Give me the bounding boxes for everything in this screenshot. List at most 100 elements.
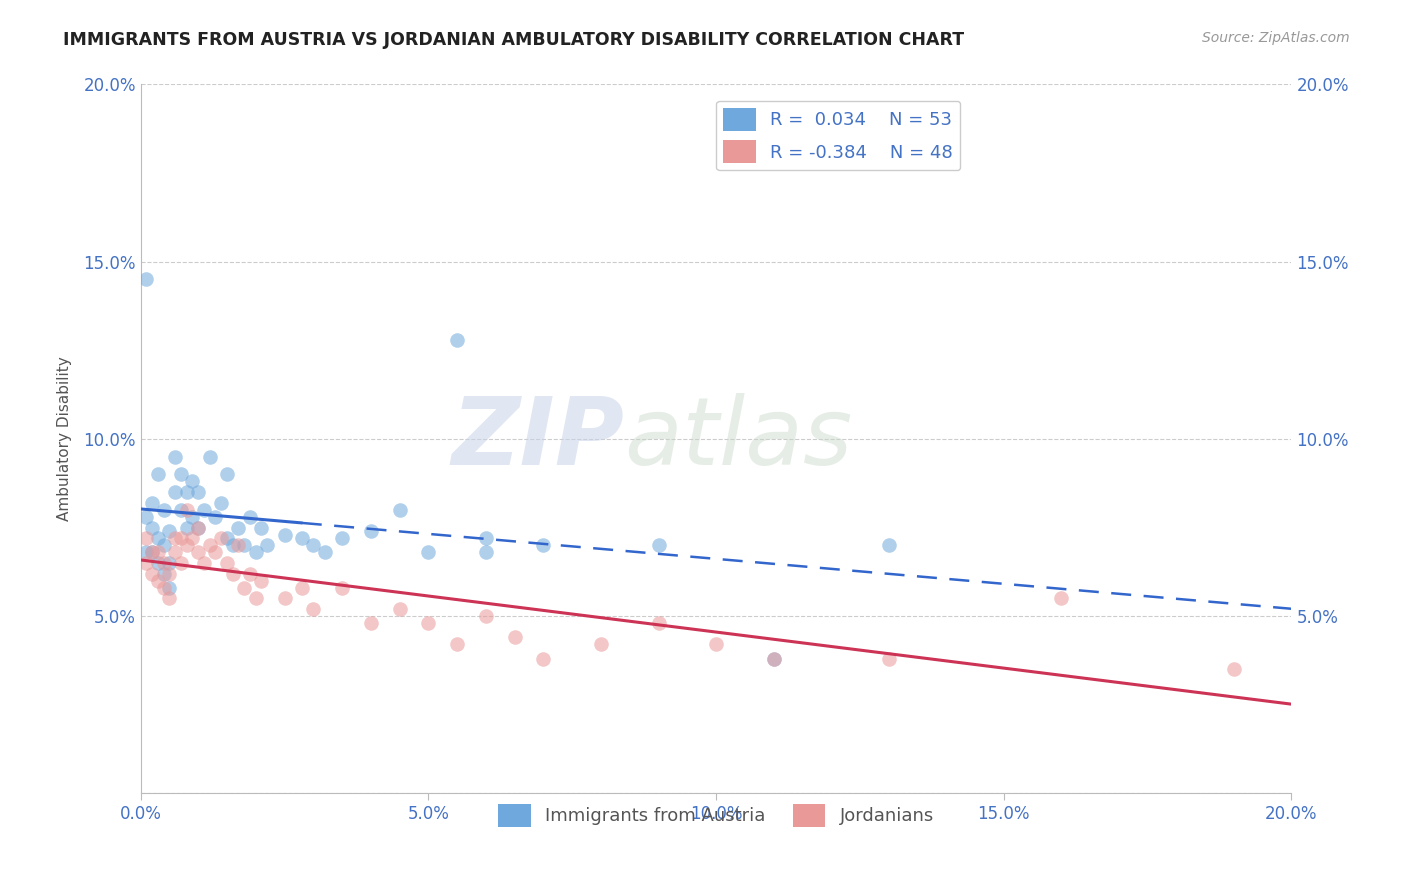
Point xyxy=(135,556,157,570)
Point xyxy=(388,503,411,517)
Point xyxy=(418,545,440,559)
Point xyxy=(152,538,174,552)
Text: Source: ZipAtlas.com: Source: ZipAtlas.com xyxy=(1202,31,1350,45)
Point xyxy=(589,638,612,652)
Text: ZIP: ZIP xyxy=(451,392,624,485)
Point xyxy=(198,450,221,464)
Point xyxy=(135,531,157,545)
Point xyxy=(302,602,325,616)
Point xyxy=(228,538,250,552)
Point xyxy=(245,591,267,606)
Point xyxy=(533,538,555,552)
Point xyxy=(176,520,198,534)
Point xyxy=(141,496,163,510)
Point xyxy=(877,538,900,552)
Point xyxy=(146,545,169,559)
Point xyxy=(273,527,295,541)
Point xyxy=(647,616,669,631)
Point xyxy=(291,581,314,595)
Point xyxy=(762,651,785,665)
Point xyxy=(204,509,226,524)
Point xyxy=(165,450,187,464)
Point xyxy=(239,509,262,524)
Point xyxy=(233,581,256,595)
Point xyxy=(176,503,198,517)
Point xyxy=(187,485,209,500)
Point xyxy=(146,556,169,570)
Point xyxy=(330,581,353,595)
Point xyxy=(475,609,498,624)
Point xyxy=(141,545,163,559)
Point xyxy=(165,531,187,545)
Point xyxy=(877,651,900,665)
Text: IMMIGRANTS FROM AUSTRIA VS JORDANIAN AMBULATORY DISABILITY CORRELATION CHART: IMMIGRANTS FROM AUSTRIA VS JORDANIAN AMB… xyxy=(63,31,965,49)
Point xyxy=(146,531,169,545)
Point xyxy=(170,556,193,570)
Point xyxy=(209,531,232,545)
Point xyxy=(141,545,163,559)
Text: atlas: atlas xyxy=(624,393,852,484)
Point xyxy=(181,531,204,545)
Point xyxy=(302,538,325,552)
Point xyxy=(762,651,785,665)
Point xyxy=(222,538,245,552)
Point xyxy=(222,566,245,581)
Point xyxy=(181,475,204,489)
Point xyxy=(165,545,187,559)
Point xyxy=(157,581,180,595)
Point xyxy=(187,520,209,534)
Point xyxy=(239,566,262,581)
Point xyxy=(1050,591,1073,606)
Point xyxy=(291,531,314,545)
Point xyxy=(165,485,187,500)
Point xyxy=(228,520,250,534)
Point xyxy=(475,545,498,559)
Point xyxy=(446,638,468,652)
Point xyxy=(141,520,163,534)
Point xyxy=(157,566,180,581)
Point xyxy=(135,545,157,559)
Point xyxy=(360,616,382,631)
Point xyxy=(215,531,238,545)
Point xyxy=(204,545,226,559)
Point xyxy=(198,538,221,552)
Point xyxy=(157,556,180,570)
Point xyxy=(170,503,193,517)
Point xyxy=(146,574,169,588)
Point xyxy=(446,333,468,347)
Point xyxy=(475,531,498,545)
Point xyxy=(215,556,238,570)
Legend: Immigrants from Austria, Jordanians: Immigrants from Austria, Jordanians xyxy=(491,797,941,834)
Point xyxy=(152,556,174,570)
Point xyxy=(146,467,169,482)
Point xyxy=(1223,662,1246,676)
Point xyxy=(170,531,193,545)
Point xyxy=(152,581,174,595)
Point xyxy=(141,566,163,581)
Point xyxy=(176,485,198,500)
Point xyxy=(193,556,215,570)
Point xyxy=(157,591,180,606)
Point xyxy=(215,467,238,482)
Point xyxy=(273,591,295,606)
Point xyxy=(256,538,278,552)
Point xyxy=(314,545,336,559)
Point xyxy=(360,524,382,538)
Point xyxy=(193,503,215,517)
Point xyxy=(152,503,174,517)
Point xyxy=(176,538,198,552)
Point xyxy=(704,638,727,652)
Point xyxy=(187,545,209,559)
Point xyxy=(181,509,204,524)
Point xyxy=(152,566,174,581)
Point xyxy=(418,616,440,631)
Point xyxy=(245,545,267,559)
Point xyxy=(135,272,157,286)
Point xyxy=(330,531,353,545)
Point xyxy=(187,520,209,534)
Point xyxy=(388,602,411,616)
Y-axis label: Ambulatory Disability: Ambulatory Disability xyxy=(58,357,72,521)
Point xyxy=(503,631,526,645)
Point xyxy=(209,496,232,510)
Point xyxy=(135,509,157,524)
